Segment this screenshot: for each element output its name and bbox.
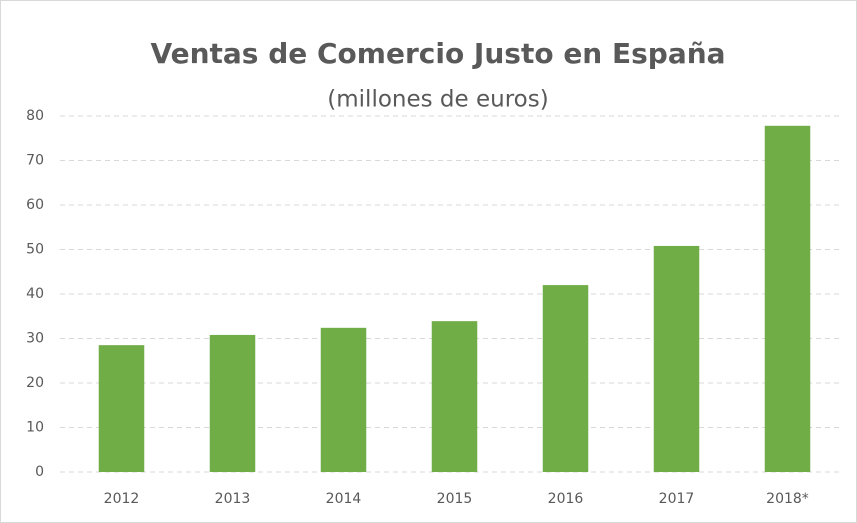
bar xyxy=(764,125,811,472)
x-tick-label: 2018* xyxy=(766,491,809,507)
y-tick-label: 70 xyxy=(26,153,44,169)
x-tick-label: 2013 xyxy=(215,491,251,507)
x-tick-label: 2016 xyxy=(548,491,584,507)
y-tick-label: 10 xyxy=(26,420,44,436)
y-tick-label: 50 xyxy=(26,242,44,258)
x-tick-label: 2012 xyxy=(104,491,140,507)
y-tick-label: 60 xyxy=(26,197,44,213)
bar xyxy=(431,321,478,472)
x-tick-label: 2014 xyxy=(326,491,362,507)
x-tick-label: 2015 xyxy=(437,491,473,507)
bar xyxy=(542,285,589,472)
bar xyxy=(320,327,367,472)
chart-subtitle: (millones de euros) xyxy=(327,87,548,113)
bar xyxy=(98,345,145,472)
bar xyxy=(209,334,256,472)
x-tick-label: 2017 xyxy=(659,491,695,507)
bar xyxy=(653,245,700,472)
chart-title: Ventas de Comercio Justo en España xyxy=(150,37,725,70)
y-tick-label: 0 xyxy=(35,464,44,480)
y-tick-label: 40 xyxy=(26,286,44,302)
y-tick-label: 80 xyxy=(26,108,44,124)
y-tick-label: 30 xyxy=(26,331,44,347)
y-tick-label: 20 xyxy=(26,375,44,391)
